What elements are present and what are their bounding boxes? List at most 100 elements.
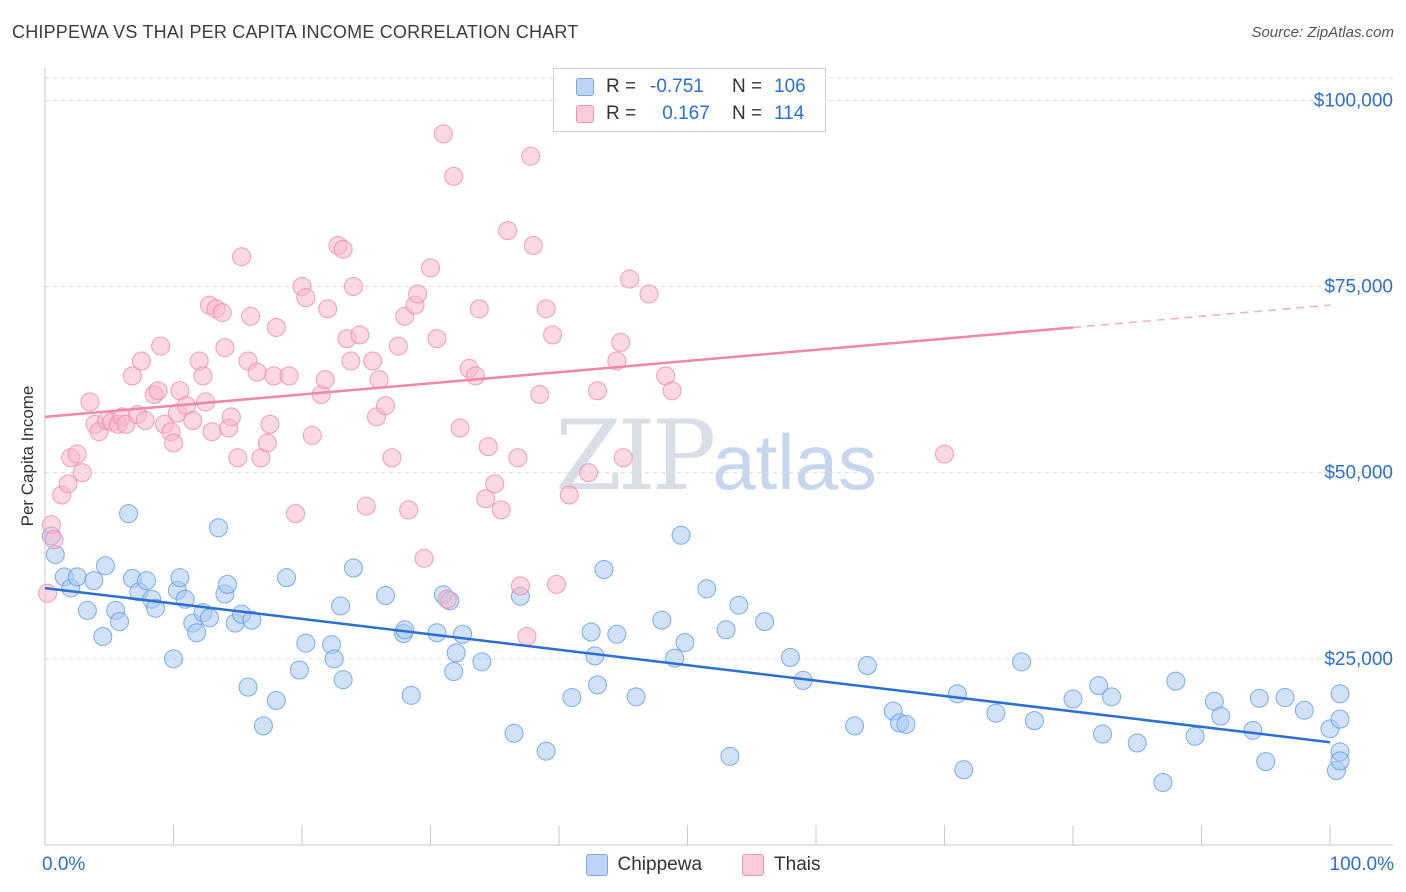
- thais-point: [382, 448, 402, 468]
- chippewa-point: [504, 723, 524, 743]
- thais-point: [399, 500, 419, 520]
- watermark: ZIPatlas: [555, 400, 877, 512]
- bottom-legend-label-chippewa: Chippewa: [617, 854, 703, 875]
- thais-point: [414, 548, 434, 568]
- thais-point: [296, 288, 316, 308]
- thais-point: [131, 351, 151, 371]
- chippewa-point: [324, 649, 344, 669]
- chippewa-point: [626, 687, 646, 707]
- thais-point: [433, 124, 453, 144]
- chippewa-point: [331, 596, 351, 616]
- thais-point: [228, 448, 248, 468]
- thais-point: [388, 336, 408, 356]
- y-tick-label: $75,000: [1324, 277, 1393, 298]
- chippewa-point: [671, 525, 691, 545]
- chippewa-point: [164, 649, 183, 669]
- thais-point: [135, 411, 155, 431]
- thais-point: [215, 338, 235, 358]
- thais-point: [350, 325, 370, 345]
- chippewa-point: [343, 558, 363, 578]
- chippewa-point: [588, 675, 608, 695]
- legend: R = -0.751 N = 106 R = 0.167 N = 114: [553, 68, 826, 132]
- thais-point: [241, 306, 261, 326]
- thais-point: [478, 437, 498, 457]
- chippewa-point: [607, 624, 627, 644]
- thais-point: [546, 574, 566, 594]
- chippewa-point: [146, 598, 166, 618]
- legend-n-label: N =: [732, 76, 763, 97]
- thais-point: [508, 448, 528, 468]
- thais-point: [421, 258, 440, 278]
- thais-point: [491, 500, 511, 520]
- chippewa-point: [446, 643, 466, 663]
- chippewa-point: [1063, 689, 1083, 709]
- y-tick-label: $50,000: [1324, 463, 1393, 484]
- thais-point: [80, 392, 100, 412]
- chippewa-point: [137, 571, 157, 591]
- chippewa-point: [1012, 652, 1032, 672]
- chippewa-point: [453, 624, 473, 644]
- bottom-legend-swatch-thais: [742, 854, 765, 876]
- thais-point: [202, 422, 222, 442]
- thais-point: [232, 247, 252, 267]
- chippewa-point: [199, 608, 219, 628]
- thais-point: [427, 329, 447, 349]
- bottom-legend-item-chippewa: Chippewa: [585, 854, 703, 876]
- chippewa-trend-line: [44, 586, 1331, 744]
- chippewa-point: [720, 746, 740, 766]
- chippewa-point: [77, 600, 97, 620]
- chippewa-point: [253, 716, 273, 736]
- chippewa-point: [986, 703, 1006, 723]
- chippewa-point: [170, 568, 190, 588]
- legend-r-label: R =: [606, 76, 637, 97]
- chippewa-point: [1166, 671, 1186, 691]
- chippewa-point: [1024, 711, 1044, 731]
- thais-point: [465, 366, 485, 386]
- chippewa-point: [1093, 724, 1113, 744]
- legend-n-value: 106: [774, 76, 806, 97]
- chippewa-point: [1294, 700, 1314, 720]
- chippewa-point: [1249, 688, 1269, 708]
- thais-point: [212, 303, 232, 323]
- legend-r-label: R =: [606, 103, 637, 124]
- y-tick-label: $25,000: [1324, 649, 1393, 670]
- watermark-atlas: atlas: [712, 418, 877, 506]
- legend-n-label: N =: [732, 103, 763, 124]
- chippewa-point: [755, 612, 775, 632]
- legend-row-thais: R = 0.167 N = 114: [576, 103, 804, 125]
- thais-point: [260, 414, 280, 434]
- thais-point: [510, 576, 530, 596]
- legend-n-value: 114: [774, 103, 805, 124]
- thais-point: [530, 384, 550, 404]
- x-tick-label: 100.0%: [1330, 854, 1395, 875]
- chippewa-point: [857, 656, 877, 676]
- chart-title: CHIPPEWA VS THAI PER CAPITA INCOME CORRE…: [12, 22, 579, 42]
- chippewa-point: [1275, 688, 1295, 708]
- chippewa-point: [947, 684, 967, 704]
- chippewa-point: [1330, 709, 1350, 729]
- chippewa-point: [187, 623, 207, 643]
- thais-point: [363, 351, 383, 371]
- chippewa-point: [1330, 684, 1350, 704]
- chippewa-point: [652, 610, 672, 630]
- chippewa-point: [1243, 720, 1263, 740]
- chippewa-point: [1153, 772, 1173, 792]
- thais-point: [613, 448, 633, 468]
- thais-point: [279, 366, 299, 386]
- legend-r-value: 0.167: [662, 103, 710, 124]
- thais-point: [588, 381, 608, 401]
- chippewa-point: [242, 610, 262, 630]
- thais-point: [437, 589, 457, 609]
- thais-point: [376, 396, 396, 416]
- chippewa-point: [1330, 751, 1350, 771]
- chippewa-point: [536, 741, 556, 761]
- thais-point: [639, 284, 659, 304]
- chippewa-point: [581, 622, 601, 642]
- chippewa-point: [896, 714, 916, 734]
- thais-point: [543, 325, 563, 345]
- chippewa-point: [376, 586, 396, 606]
- chippewa-point: [472, 652, 492, 672]
- thais-point: [444, 166, 464, 186]
- chippewa-point: [780, 647, 800, 667]
- chippewa-point: [427, 623, 447, 643]
